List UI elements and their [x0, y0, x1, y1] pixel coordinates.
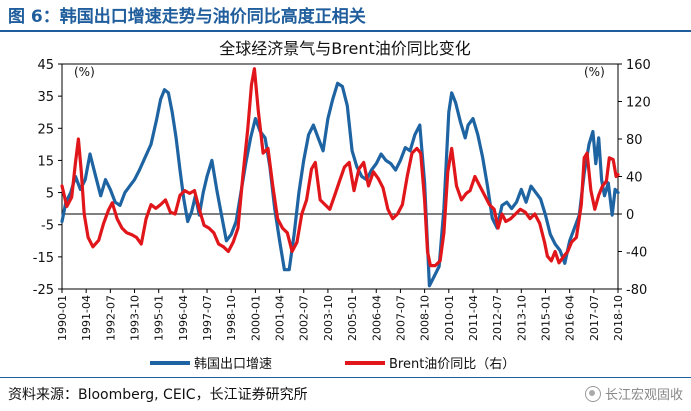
legend-label-oil: Brent油价同比（右） — [389, 357, 516, 372]
x-axis: 1990-01 1991-04 1992-07 1993-10 1995-01 1996-… — [56, 289, 625, 341]
x-tick-label: 2013-10 — [515, 295, 528, 341]
right-tick-label: 40 — [626, 171, 643, 186]
x-tick-label: 2011-04 — [467, 295, 480, 341]
x-tick-label: 2003-10 — [322, 295, 335, 341]
x-tick-label: 2012-07 — [491, 295, 504, 341]
x-tick-label: 1995-01 — [153, 295, 166, 341]
legend-swatch-oil — [345, 360, 385, 365]
series-line-brent-oil — [60, 67, 620, 268]
chart-title: 全球经济景气与Brent油价同比变化 — [219, 39, 470, 58]
right-tick-label: 80 — [626, 133, 643, 148]
source-divider — [0, 377, 691, 378]
series-layer — [60, 67, 620, 288]
figure-title: 图 6：韩国出口增速走势与油价同比高度正相关 — [8, 7, 366, 27]
left-tick-label: -5 — [41, 219, 54, 234]
left-tick-label: -15 — [33, 251, 54, 266]
title-divider — [0, 30, 691, 32]
left-axis-unit: (%) — [74, 65, 95, 79]
x-tick-label: 2001-04 — [274, 295, 287, 341]
x-tick-label: 1996-04 — [177, 295, 190, 341]
x-tick-label: 2018-10 — [612, 295, 625, 341]
left-tick-label: -25 — [33, 283, 54, 298]
x-tick-label: 2015-01 — [539, 295, 552, 341]
left-tick-label: 25 — [37, 122, 54, 137]
left-tick-label: 45 — [37, 58, 54, 73]
right-tick-label: 0 — [626, 208, 634, 223]
wechat-logo-icon — [584, 385, 601, 402]
right-tick-label: 160 — [626, 58, 651, 73]
left-tick-label: 5 — [46, 187, 54, 202]
chart-area: 全球经济景气与Brent油价同比变化 (%) (%) -25 -15 -5 5 15 25… — [0, 34, 691, 372]
right-tick-label: -40 — [626, 246, 647, 261]
x-tick-label: 1993-10 — [129, 295, 142, 341]
source-note: 资料来源：Bloomberg, CEIC，长江证券研究所 — [8, 387, 308, 403]
legend-item-oil: Brent油价同比（右） — [345, 353, 515, 372]
legend-label-export: 韩国出口增速 — [194, 357, 273, 372]
x-tick-label: 1990-01 — [56, 295, 69, 341]
right-axis: -80 -40 0 40 80 120 160 — [618, 58, 651, 298]
right-tick-label: 120 — [626, 96, 651, 111]
x-tick-label: 2007-07 — [394, 295, 407, 341]
watermark: 长江宏观固收 — [584, 384, 683, 403]
watermark-text: 长江宏观固收 — [604, 388, 683, 403]
left-axis: -25 -15 -5 5 15 25 35 45 — [33, 58, 62, 298]
right-tick-label: -80 — [626, 283, 647, 298]
x-tick-label: 2006-04 — [370, 295, 383, 341]
x-tick-label: 1997-07 — [201, 295, 214, 341]
x-tick-label: 2016-04 — [564, 295, 577, 341]
left-tick-label: 15 — [37, 154, 54, 169]
x-tick-label: 1991-04 — [80, 295, 93, 341]
x-tick-label: 2000-01 — [249, 295, 262, 341]
x-tick-label: 2002-07 — [298, 295, 311, 341]
x-tick-label: 1992-07 — [104, 295, 117, 341]
x-tick-label: 2008-10 — [419, 295, 432, 341]
legend-item-export: 韩国出口增速 — [150, 353, 272, 372]
x-tick-label: 2010-01 — [443, 295, 456, 341]
chart-legend: 韩国出口增速 Brent油价同比（右） — [0, 353, 691, 372]
x-tick-label: 2005-01 — [346, 295, 359, 341]
x-tick-label: 2017-07 — [588, 295, 601, 341]
legend-swatch-export — [150, 360, 190, 365]
right-axis-unit: (%) — [584, 65, 605, 79]
x-tick-label: 1998-10 — [225, 295, 238, 341]
series-line-korea-export — [60, 81, 620, 288]
line-chart: 全球经济景气与Brent油价同比变化 (%) (%) -25 -15 -5 5 15 25… — [33, 39, 651, 341]
left-tick-label: 35 — [37, 90, 54, 105]
